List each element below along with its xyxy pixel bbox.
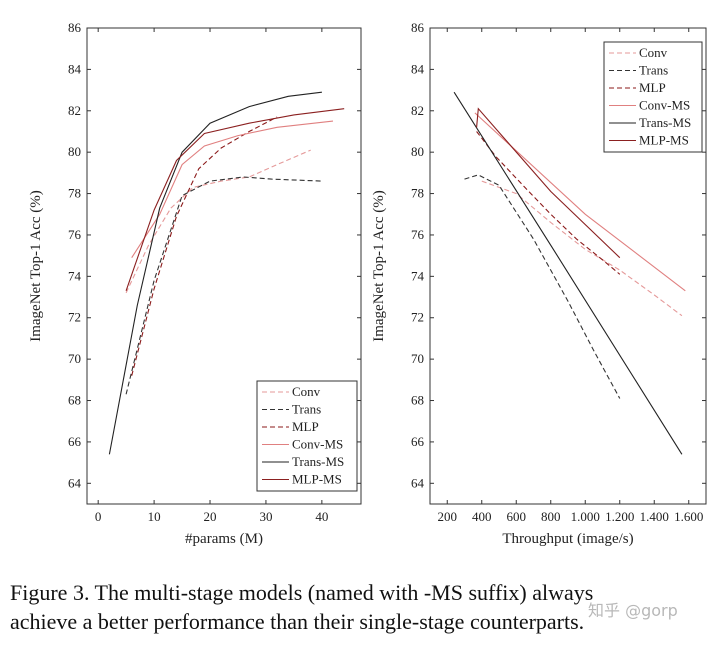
y-tick-label: 86 (68, 20, 82, 35)
x-axis-label: #params (M) (185, 531, 263, 547)
x-tick-label: 40 (315, 509, 328, 524)
chart-2: 64 66 68 70 72 74 76 78 80 82 84 86 200 400 600 800 1.00… (371, 20, 707, 547)
x-tick-label: 10 (148, 509, 161, 524)
y-tick-label: 70 (411, 351, 424, 366)
chart-canvas: 64 66 68 70 72 74 76 78 80 82 84 86 0 10 20 30 40 #params… (28, 20, 707, 547)
x-tick-label: 1.600 (674, 509, 703, 524)
y-tick-label: 66 (411, 434, 425, 449)
watermark: 知乎 @gorp (588, 601, 678, 620)
legend-label: Conv-MS (292, 437, 343, 452)
series-line-conv (125, 149, 311, 294)
x-tick-label: 400 (472, 509, 492, 524)
y-tick-label: 64 (411, 475, 425, 490)
y-axis-label: ImageNet Top-1 Acc (%) (371, 190, 387, 342)
caption-line-2: achieve a better performance than their … (10, 609, 585, 634)
y-tick-label: 84 (68, 61, 82, 76)
y-tick-label: 84 (411, 61, 425, 76)
x-tick-label: 1.400 (640, 509, 669, 524)
x-tick-label: 1.000 (571, 509, 600, 524)
legend-label: Conv (639, 45, 668, 60)
y-tick-label: 80 (411, 144, 424, 159)
series-line-conv-ms (131, 120, 334, 258)
legend-label: MLP-MS (639, 133, 689, 148)
x-tick-label: 30 (259, 509, 272, 524)
series-line-trans-ms (108, 91, 322, 455)
x-tick-label: 1.200 (605, 509, 634, 524)
caption-line-1: Figure 3. The multi-stage models (named … (10, 580, 594, 605)
x-tick-label: 0 (95, 509, 102, 524)
y-tick-label: 74 (68, 268, 82, 283)
y-tick-label: 68 (411, 393, 424, 408)
y-tick-label: 82 (411, 103, 424, 118)
series-line-mlp-ms (125, 108, 345, 291)
y-tick-label: 78 (411, 186, 424, 201)
y-tick-label: 80 (68, 144, 81, 159)
legend-box (256, 380, 358, 492)
x-tick-label: 800 (541, 509, 561, 524)
legend-label: Trans-MS (639, 115, 691, 130)
legend-label: Conv-MS (639, 98, 690, 113)
series-line-trans (464, 174, 621, 399)
plot-frame (86, 27, 362, 505)
x-tick-label: 600 (507, 509, 527, 524)
legend-label: Conv (292, 384, 321, 399)
legend-label: MLP (292, 419, 319, 434)
y-tick-label: 86 (411, 20, 425, 35)
series-line-mlp-ms (476, 107, 621, 259)
x-tick-label: 20 (204, 509, 217, 524)
y-tick-label: 76 (411, 227, 425, 242)
figure-caption: Figure 3. The multi-stage models (named … (10, 578, 710, 636)
y-tick-label: 64 (68, 475, 82, 490)
legend-label: Trans (639, 63, 668, 78)
series-line-mlp (131, 116, 278, 376)
legend-label: MLP (639, 80, 666, 95)
series-line-mlp (476, 131, 621, 275)
series-line-conv (481, 180, 683, 317)
y-tick-label: 72 (411, 310, 424, 325)
y-axis-label: ImageNet Top-1 Acc (%) (28, 190, 44, 342)
y-tick-label: 78 (68, 186, 81, 201)
plot-frame (429, 27, 707, 505)
legend-label: MLP-MS (292, 472, 342, 487)
chart-1: 64 66 68 70 72 74 76 78 80 82 84 86 0 10 20 30 40 #params… (28, 20, 362, 547)
x-axis-label: Throughput (image/s) (502, 531, 633, 547)
legend-box (603, 41, 703, 153)
y-tick-label: 70 (68, 351, 81, 366)
y-tick-label: 74 (411, 268, 425, 283)
series-line-trans (125, 176, 322, 395)
legend-label: Trans (292, 402, 321, 417)
y-tick-label: 72 (68, 310, 81, 325)
y-tick-label: 82 (68, 103, 81, 118)
x-tick-label: 200 (438, 509, 458, 524)
y-tick-label: 66 (68, 434, 82, 449)
legend-label: Trans-MS (292, 454, 344, 469)
series-line-trans-ms (453, 91, 683, 455)
y-tick-label: 76 (68, 227, 82, 242)
y-tick-label: 68 (68, 393, 81, 408)
